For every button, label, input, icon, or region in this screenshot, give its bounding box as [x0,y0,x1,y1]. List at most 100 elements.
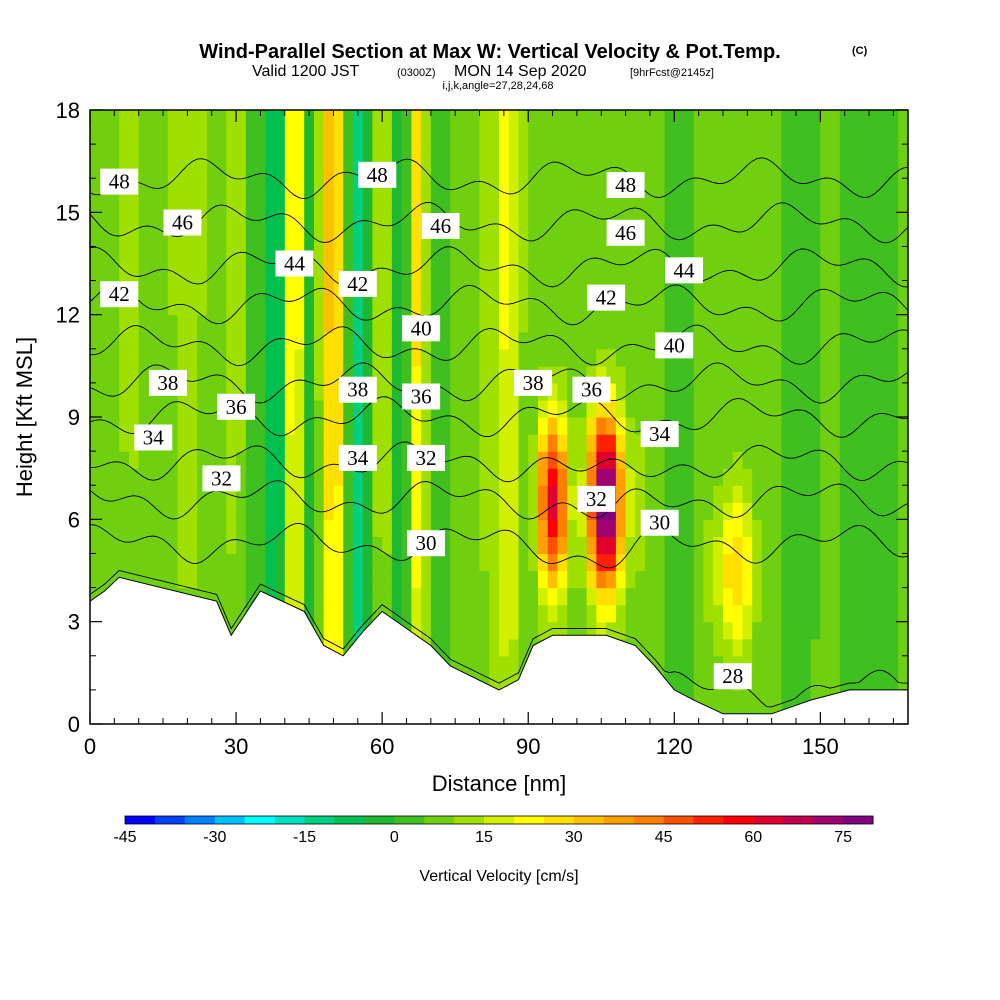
velocity-cell [538,127,549,145]
velocity-cell [898,621,908,640]
velocity-cell [742,297,753,316]
contour-label-30: 30 [406,530,445,557]
velocity-cell [713,280,724,299]
velocity-cell [343,246,354,265]
velocity-cell [391,451,403,469]
velocity-cell [810,246,821,265]
velocity-cell [703,553,714,572]
velocity-cell [761,212,773,230]
colorbar-swatch [693,816,724,824]
colorbar-swatch [334,816,365,824]
velocity-cell [226,127,237,145]
velocity-cell [411,553,422,572]
velocity-cell [499,314,510,333]
velocity-cell [294,553,305,572]
velocity-cell [450,434,461,452]
velocity-cell [547,570,558,589]
velocity-cell [547,195,558,213]
velocity-cell [245,331,257,350]
velocity-cell [343,434,354,452]
velocity-cell [284,178,296,196]
velocity-cell [528,519,539,537]
velocity-cell [781,314,792,333]
velocity-cell [167,127,179,145]
velocity-cell [284,314,296,333]
contour-label-text: 36 [581,378,602,402]
colorbar-tick-label: 60 [744,829,762,846]
velocity-cell [265,263,276,282]
velocity-cell [460,638,471,657]
velocity-cell [596,314,607,333]
velocity-cell [830,144,841,162]
velocity-cell [158,127,169,145]
velocity-cell [304,417,315,435]
velocity-cell [323,297,334,316]
contour-label-box [134,424,173,451]
velocity-cell [761,689,773,708]
velocity-cell [245,485,257,503]
velocity-cell [878,434,890,452]
velocity-cell [167,451,179,469]
velocity-cell [810,434,821,452]
velocity-cell [800,485,812,503]
velocity-cell [645,399,656,418]
velocity-cell [898,178,908,196]
velocity-cell [440,451,451,469]
velocity-cell [820,110,831,128]
velocity-cell [752,161,763,179]
velocity-cell [158,144,169,162]
velocity-cell [752,195,763,213]
velocity-cell [859,485,870,503]
velocity-cell [469,621,481,640]
velocity-cell [167,161,179,179]
velocity-cell [323,110,334,128]
velocity-cell [401,263,412,282]
velocity-cell [528,195,539,213]
velocity-cell [800,621,812,640]
velocity-cell [323,519,334,537]
velocity-cell [304,502,315,520]
velocity-cell [625,553,636,572]
colorbar-swatch [214,816,246,824]
velocity-cell [333,161,344,179]
velocity-cell [849,348,860,367]
velocity-cell [275,195,286,213]
velocity-cell [684,178,695,196]
velocity-cell [596,399,607,418]
contour-label-box [665,257,704,284]
velocity-cell [800,382,812,401]
velocity-cell [460,314,471,333]
velocity-cell [304,144,315,162]
velocity-cell [615,604,627,623]
velocity-cell [294,331,305,350]
velocity-cell [304,451,315,469]
velocity-cell [839,331,851,350]
velocity-cell [567,297,578,316]
velocity-cell [323,638,334,657]
velocity-cell [693,348,705,367]
velocity-cell [197,144,208,162]
velocity-cell [391,519,403,537]
velocity-cell [820,604,831,623]
velocity-cell [138,348,149,367]
velocity-cell [693,689,705,708]
velocity-cell [460,382,471,401]
velocity-cell [869,485,880,503]
velocity-cell [654,621,666,640]
velocity-cell [216,195,227,213]
velocity-cell [90,212,101,230]
velocity-cell [430,110,442,128]
velocity-cell [304,485,315,503]
velocity-cell [713,434,724,452]
velocity-cell [440,417,451,435]
velocity-cell [148,280,159,299]
contour-label-box [148,369,187,396]
velocity-cell [839,417,851,435]
velocity-cell [109,502,120,520]
velocity-cell [245,468,257,486]
velocity-cell [236,570,247,589]
velocity-cell [693,178,705,196]
velocity-cell [742,451,753,469]
velocity-cell [421,348,432,367]
velocity-cell [693,570,705,589]
